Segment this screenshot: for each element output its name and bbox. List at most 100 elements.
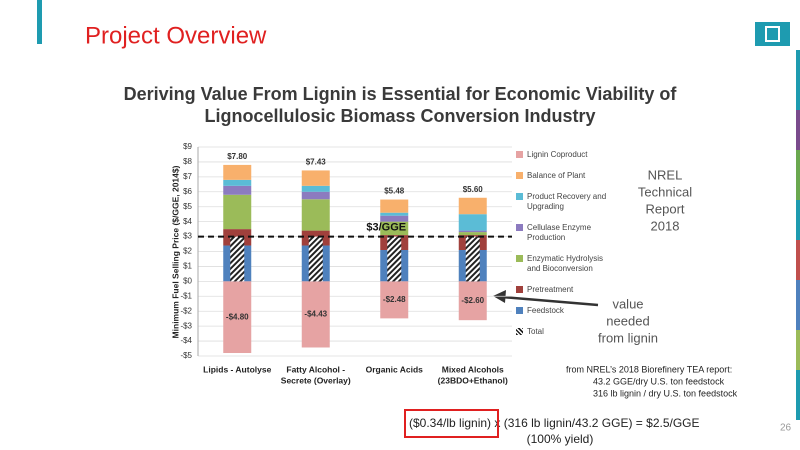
total-label: $7.43	[306, 158, 327, 167]
legend-swatch	[516, 286, 523, 293]
legend-label: Lignin Coproduct	[527, 150, 588, 159]
note: Report	[645, 201, 684, 216]
source: 316 lb lignin / dry U.S. ton feedstock	[593, 388, 738, 398]
y-tick-label: -$4	[180, 336, 192, 345]
data-label: -$2.60	[461, 296, 484, 305]
bar-segment	[380, 199, 409, 213]
legend-item: Cellulase Enzyme Production	[516, 223, 608, 243]
data-label: -$4.80	[226, 312, 249, 321]
slide-title: Lignocellulosic Biomass Conversion Indus…	[204, 106, 595, 126]
x-tick-label: Mixed Alcohols	[442, 364, 504, 374]
legend-swatch	[516, 193, 523, 200]
legend-swatch	[516, 307, 523, 314]
bar-segment	[223, 194, 252, 230]
total-label: $5.48	[384, 187, 405, 196]
equation-note: (100% yield)	[527, 432, 594, 446]
y-tick-label: -$3	[180, 321, 192, 330]
source: from NREL’s 2018 Biorefinery TEA report:	[566, 364, 732, 374]
bar-segment	[223, 164, 252, 180]
legend-label: Balance of Plant	[527, 171, 586, 180]
bar-segment	[458, 214, 487, 231]
bar-segment	[458, 230, 487, 233]
reference-label: $3/GGE	[366, 221, 406, 233]
bar-segment	[301, 191, 330, 200]
x-tick-label: Fatty Alcohol -	[286, 364, 345, 374]
bar-segment	[458, 197, 487, 215]
callout: needed	[606, 313, 649, 328]
y-tick-label: -$1	[180, 291, 192, 300]
legend-swatch	[516, 255, 523, 262]
total-bar	[308, 236, 323, 282]
equation-part: x (316 lb lignin/43.2 GGE) = $2.5/GGE	[491, 416, 699, 430]
data-label: -$2.48	[383, 295, 406, 304]
y-tick-label: $6	[183, 187, 192, 196]
y-tick-label: $9	[183, 142, 192, 151]
bar-segment	[301, 199, 330, 231]
y-tick-label: $2	[183, 247, 192, 256]
legend-swatch	[516, 224, 523, 231]
y-tick-label: $7	[183, 172, 192, 181]
total-label: $7.80	[227, 152, 248, 161]
legend-item: Balance of Plant	[516, 171, 608, 181]
y-axis-label: Minimum Fuel Selling Price ($/GGE, 2014$…	[170, 165, 180, 338]
legend-item: Pretreatment	[516, 285, 608, 295]
y-tick-label: $3	[183, 232, 192, 241]
accent-bar	[37, 0, 42, 44]
x-tick-label: Lipids - Autolyse	[203, 364, 271, 374]
legend-item: Lignin Coproduct	[516, 150, 608, 160]
slide-title: Deriving Value From Lignin is Essential …	[124, 84, 678, 104]
note: NREL	[648, 167, 683, 182]
logo-mark	[765, 26, 780, 42]
equation: ($0.34/lb lignin) x (316 lb lignin/43.2 …	[409, 416, 700, 430]
bar-segment	[301, 185, 330, 192]
legend-label: Total	[527, 327, 544, 336]
note: Technical	[638, 184, 692, 199]
y-tick-label: $0	[183, 276, 192, 285]
legend-item: Total	[516, 327, 608, 337]
legend-item: Feedstock	[516, 306, 608, 316]
legend-label: Pretreatment	[527, 285, 574, 294]
bar-segment	[223, 179, 252, 186]
callout: from lignin	[598, 330, 658, 345]
y-tick-label: $5	[183, 202, 192, 211]
bar-segment	[380, 221, 409, 236]
bar-segment	[380, 281, 409, 319]
x-tick-label: Secrete (Overlay)	[281, 375, 351, 385]
total-label: $5.60	[463, 185, 484, 194]
bar-segment	[223, 185, 252, 195]
total-bar	[230, 236, 245, 282]
x-tick-label: (23BDO+Ethanol)	[438, 375, 508, 385]
y-tick-label: -$2	[180, 306, 192, 315]
legend-label: Feedstock	[527, 306, 564, 315]
note: 2018	[651, 218, 680, 233]
bar-segment	[301, 170, 330, 186]
legend-item: Enzymatic Hydrolysis and Bioconversion	[516, 254, 608, 274]
x-tick-label: Organic Acids	[366, 364, 424, 374]
legend-label: Enzymatic Hydrolysis and Bioconversion	[527, 254, 604, 273]
bar-segment	[223, 281, 252, 354]
logo	[755, 22, 790, 46]
callout: value	[612, 296, 643, 311]
total-bar	[465, 236, 480, 282]
bar-segment	[380, 215, 409, 222]
legend-swatch	[516, 172, 523, 179]
legend-item: Product Recovery and Upgrading	[516, 192, 608, 212]
y-tick-label: $4	[183, 217, 192, 226]
total-bar	[387, 236, 402, 282]
bar-segment	[458, 281, 487, 321]
y-tick-label: $8	[183, 157, 192, 166]
legend: Lignin Coproduct Balance of Plant Product …	[516, 150, 608, 348]
page-number: 26	[780, 423, 792, 434]
bar-segment	[458, 232, 487, 236]
legend-label: Product Recovery and Upgrading	[527, 192, 607, 211]
data-label: -$4.43	[304, 310, 327, 319]
highlight-box	[404, 409, 499, 438]
bar-segment	[380, 212, 409, 216]
bar-segment	[301, 281, 330, 348]
legend-swatch	[516, 328, 523, 335]
legend-label: Cellulase Enzyme Production	[527, 223, 592, 242]
callout-arrow	[501, 295, 599, 307]
legend-swatch	[516, 151, 523, 158]
